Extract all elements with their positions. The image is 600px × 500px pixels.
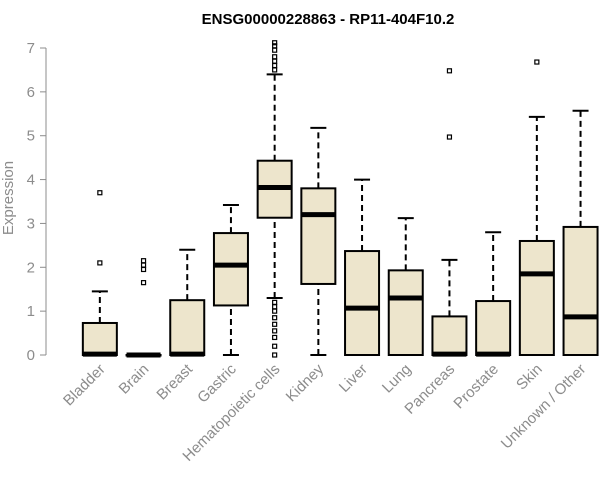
box-group bbox=[125, 258, 162, 358]
outlier-point bbox=[446, 68, 453, 74]
boxes bbox=[81, 40, 599, 358]
box-rect bbox=[344, 250, 381, 357]
box-group bbox=[256, 40, 293, 358]
outlier-point bbox=[140, 266, 147, 273]
x-tick-label: Prostate bbox=[450, 361, 502, 413]
outlier-point bbox=[272, 328, 278, 334]
box-group bbox=[169, 248, 206, 357]
box-group bbox=[431, 68, 468, 357]
y-axis: 0 1 2 3 4 5 6 7 bbox=[27, 40, 47, 364]
y-axis-label: Expression bbox=[0, 161, 17, 235]
x-tick-label: Kidney bbox=[283, 360, 328, 405]
y-tick-label: 4 bbox=[27, 172, 35, 189]
outlier-point bbox=[140, 280, 147, 286]
outlier-point bbox=[272, 352, 278, 358]
outlier-point bbox=[272, 54, 278, 60]
outlier-point bbox=[272, 334, 278, 341]
x-tick-label: Liver bbox=[336, 361, 371, 396]
box-rect bbox=[212, 232, 249, 307]
outlier-point bbox=[272, 67, 278, 73]
outlier-point bbox=[272, 343, 278, 349]
outlier-point bbox=[272, 58, 278, 64]
chart-title: ENSG00000228863 - RP11-404F10.2 bbox=[202, 11, 455, 28]
box-group bbox=[562, 109, 599, 356]
y-tick-label: 3 bbox=[27, 215, 35, 232]
x-tick-label: Skin bbox=[513, 361, 546, 394]
box-rect bbox=[562, 225, 599, 356]
outlier-point bbox=[446, 134, 453, 140]
box-rect bbox=[169, 299, 206, 356]
y-tick-label: 0 bbox=[27, 347, 35, 364]
outlier-point bbox=[534, 59, 540, 65]
box-group bbox=[300, 126, 337, 356]
outlier-point bbox=[272, 299, 278, 305]
outlier-point bbox=[272, 321, 278, 327]
y-tick-label: 5 bbox=[27, 128, 35, 145]
box-rect bbox=[518, 239, 555, 357]
outlier-point bbox=[97, 260, 103, 266]
outlier-point bbox=[272, 62, 278, 69]
outlier-point bbox=[272, 304, 278, 310]
box-group bbox=[212, 204, 249, 356]
box-rect bbox=[300, 187, 337, 285]
outlier-point bbox=[140, 262, 147, 268]
x-tick-label: Brain bbox=[116, 361, 153, 398]
y-tick-label: 1 bbox=[27, 303, 35, 320]
outlier-point bbox=[97, 190, 103, 196]
outlier-point bbox=[272, 308, 278, 314]
box-group bbox=[518, 59, 555, 357]
y-tick-label: 7 bbox=[27, 40, 35, 57]
box-group bbox=[81, 190, 118, 357]
box-rect bbox=[475, 300, 512, 357]
box-rect bbox=[81, 321, 118, 356]
box-rect bbox=[431, 315, 468, 356]
x-tick-label: Lung bbox=[379, 361, 415, 397]
outlier-point bbox=[140, 258, 147, 264]
outlier-point bbox=[272, 40, 278, 46]
x-tick-label: Bladder bbox=[60, 361, 109, 410]
box-group bbox=[475, 231, 512, 357]
outlier-point bbox=[272, 315, 278, 321]
outlier-point bbox=[272, 47, 278, 53]
x-tick-label: Breast bbox=[153, 360, 196, 403]
box-rect bbox=[387, 269, 424, 356]
box-group bbox=[387, 217, 424, 356]
outlier-point bbox=[272, 43, 278, 49]
y-tick-label: 2 bbox=[27, 259, 35, 276]
y-tick-label: 6 bbox=[27, 84, 35, 101]
box-group bbox=[344, 178, 381, 357]
